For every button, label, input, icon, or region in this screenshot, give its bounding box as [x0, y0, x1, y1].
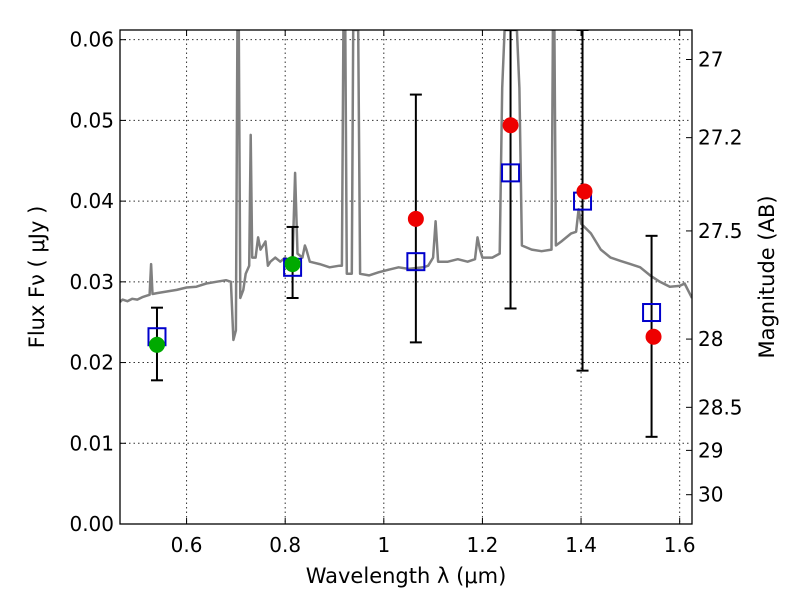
- y-tick-label: 0.03: [69, 270, 114, 294]
- y-tick-label: 0.01: [69, 431, 114, 455]
- plot-frame: [119, 29, 693, 525]
- plot-layer: [120, 30, 692, 438]
- x-tick-label: 0.6: [171, 533, 203, 557]
- circle-marker: [284, 256, 301, 273]
- circle-marker: [148, 336, 165, 353]
- y-tick-label: 0.05: [69, 108, 114, 132]
- right-tick-label: 27.2: [698, 126, 743, 150]
- right-tick-label: 28.5: [698, 395, 743, 419]
- model-spectrum-line: [120, 30, 692, 342]
- square-marker: [642, 303, 662, 323]
- circle-marker: [502, 117, 519, 134]
- square-marker: [406, 252, 426, 272]
- y-tick-label: 0.04: [69, 189, 114, 213]
- y-tick-label: 0.06: [69, 28, 114, 52]
- right-tick-label: 28: [698, 327, 723, 351]
- circle-marker: [407, 210, 424, 227]
- y-tick-label: 0.02: [69, 351, 114, 375]
- right-tick-label: 29: [698, 438, 723, 462]
- x-tick-label: 0.8: [269, 533, 301, 557]
- y-axis-title-right: Magnitude (AB): [755, 195, 779, 358]
- y-axis-title-left: Flux Fν ( μJy ): [25, 206, 49, 349]
- right-tick-label: 27.5: [698, 219, 743, 243]
- x-tick-label: 1: [377, 533, 390, 557]
- circle-marker: [576, 183, 593, 200]
- right-tick-label: 30: [698, 483, 723, 507]
- x-tick-label: 1.2: [467, 533, 499, 557]
- x-tick-label: 1.6: [664, 533, 696, 557]
- x-tick-label: 1.4: [565, 533, 597, 557]
- x-axis-title: Wavelength λ (μm): [306, 564, 507, 588]
- tick-layer: 0.6 0.8 1 1.2 1.4 1.6 0.00 0.01 0.02 0.03 0.04 0.05…: [69, 28, 742, 557]
- y-tick-label: 0.00: [69, 512, 114, 536]
- circle-marker: [645, 328, 662, 345]
- right-tick-label: 27: [698, 48, 723, 72]
- square-marker: [501, 163, 521, 183]
